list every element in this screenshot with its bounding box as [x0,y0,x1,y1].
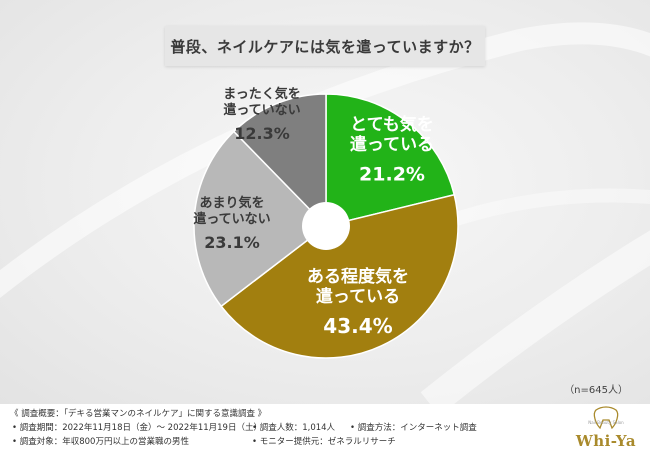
slice-category-label: 遣っている [350,134,434,155]
logo-tagline: Nail Beauty Salon [588,420,624,425]
logo-text: Whi-Ya [575,432,637,450]
slice-percent-label: 21.2% [359,163,425,185]
slice-category-label: 遣っていない [193,211,270,227]
slice-percent-label: 43.4% [323,314,392,338]
slice-category-label: まったく気を [223,86,300,102]
slice-category-label: あまり気を [199,195,264,211]
slice-category-label: とても気を [350,114,434,135]
survey-provider: • モニター提供元：ゼネラルリサーチ [252,437,396,447]
survey-period: • 調査期間：2022年11月18日（金）～ 2022年11月19日（土） [12,423,262,433]
pie-chart: とても気を遣っている21.2%ある程度気を遣っている43.4%あまり気を遣ってい… [193,86,459,359]
slice-percent-label: 23.1% [204,233,260,252]
pie-slice-not-at-all [232,93,327,228]
chart-card: 普段、ネイルケアには気を遣っていますか？ とても気を 遣っている 21.2% ある程度… [0,0,650,404]
survey-footer: 《 調査概要：「デキる営業マンのネイルケア」に関する意識調査 》 • 調査期間：… [0,404,650,450]
tooth-icon [593,406,619,430]
survey-method: • 調査方法：インターネット調査 [350,423,477,433]
pie-slice-somewhat [220,193,459,359]
survey-target: • 調査対象：年収800万円以上の営業職の男性 [12,437,189,447]
brand-logo: Nail Beauty Salon Whi-Ya [566,406,646,450]
pie-slice-not-much [193,130,328,308]
survey-respondents: • 調査人数：1,014人 [252,423,336,433]
slice-percent-label: 12.3% [234,124,290,143]
chart-title: 普段、ネイルケアには気を遣っていますか？ [165,26,485,66]
slice-category-label: ある程度気を [307,266,409,287]
slice-category-label: 遣っている [316,286,400,307]
sample-size-note: （n=645人） [564,385,628,396]
pie-slice-very [325,93,456,227]
survey-title: 《 調査概要：「デキる営業マンのネイルケア」に関する意識調査 》 [10,409,267,419]
slice-category-label: 遣っていない [223,102,300,118]
donut-hole [302,202,350,250]
